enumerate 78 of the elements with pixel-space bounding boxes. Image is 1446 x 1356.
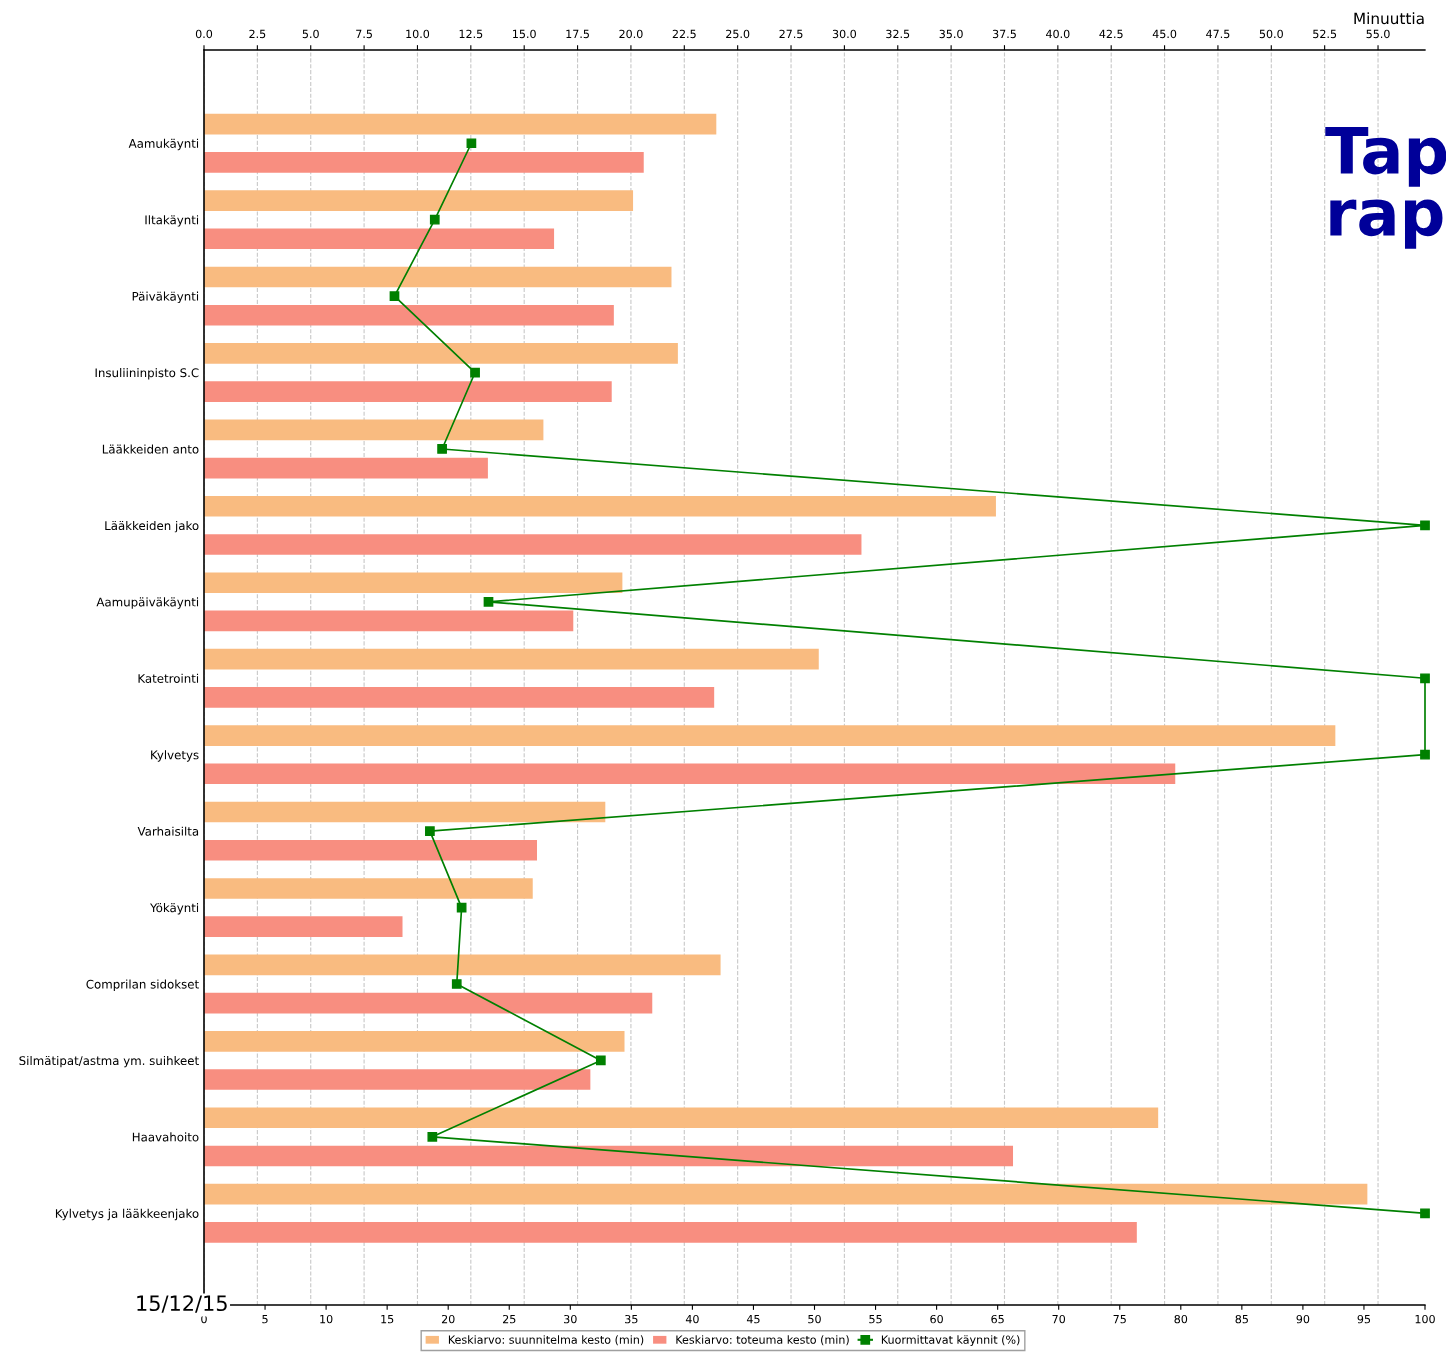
x-tick-label: 85	[1235, 1314, 1248, 1324]
x2-tick-label: 22.5	[672, 29, 696, 39]
x-tick-label: 40	[685, 1314, 699, 1324]
y-tick-label: Comprilan sidokset	[86, 979, 199, 991]
y-tick-label: Kylvetys	[151, 750, 199, 762]
x2-tick-label: 30.0	[832, 29, 857, 39]
point	[429, 214, 440, 225]
x-tick-label: 45	[746, 1315, 760, 1324]
y-tick-label: Kylvetys ja lääkkeenjako	[55, 1208, 199, 1221]
x2-tick-label: 12.5	[459, 29, 483, 39]
y-tick-label: Lääkkeiden jako	[105, 520, 199, 533]
y-tick-label: Insuliininpisto S.C	[95, 368, 199, 380]
x-tick-label: 75	[1113, 1315, 1126, 1324]
annotation: Tap rap	[1325, 126, 1446, 249]
x-tick-label: 65	[991, 1314, 1004, 1324]
point	[483, 596, 494, 607]
legend-label: Keskiarvo: toteuma kesto (min)	[676, 1335, 849, 1346]
x-tick-label: 50	[808, 1314, 821, 1324]
annotation: 15/12/15	[137, 1295, 227, 1313]
x2-tick-label: 10.0	[406, 29, 430, 39]
x-tick-label: 70	[1052, 1314, 1066, 1324]
x2-tick-label: 7.5	[356, 29, 372, 39]
x2-tick-label: 42.5	[1099, 29, 1123, 39]
x2-tick-label: 20.0	[619, 29, 643, 39]
x2-tick-label: 50.0	[1259, 29, 1283, 39]
y-tick-label: Päiväkäynti	[132, 291, 199, 304]
y-tick-label: Lääkkeiden anto	[102, 444, 199, 454]
point	[466, 138, 477, 149]
x2-tick-label: 40.0	[1046, 29, 1070, 39]
point	[1420, 520, 1430, 531]
x-tick-label: 5	[262, 1315, 268, 1324]
point	[595, 1055, 606, 1066]
x-tick-label: 35	[625, 1314, 638, 1324]
point	[1420, 673, 1430, 684]
x-tick-label: 100	[1415, 1314, 1435, 1324]
point	[1420, 1208, 1430, 1219]
x-tick-label: 95	[1357, 1314, 1371, 1324]
point	[1420, 749, 1430, 760]
x2-tick-label: 35.0	[939, 29, 963, 39]
x-tick-label: 80	[1174, 1314, 1188, 1324]
x-tick-label: 15	[381, 1315, 394, 1324]
x2-tick-label: 0.0	[195, 29, 213, 39]
x2-tick-label: 2.5	[249, 29, 266, 39]
x2-tick-label: 25.0	[726, 29, 750, 39]
y-tick-label: Varhaisilta	[137, 826, 199, 836]
x-tick-label: 10	[320, 1314, 333, 1324]
legend-label: Kuormittavat käynnit (%)	[881, 1335, 1020, 1346]
x-tick-label: 60	[930, 1314, 943, 1324]
y-tick-label: Yökäynti	[150, 903, 199, 915]
x-tick-label: 20	[441, 1314, 455, 1324]
y-tick-label: Katetrointi	[138, 673, 199, 683]
point	[389, 291, 400, 301]
point	[425, 826, 435, 836]
x-tick-label: 25	[502, 1314, 516, 1324]
x2-tick-label: 47.5	[1206, 29, 1230, 39]
y-tick-label: Aamupäiväkäynti	[96, 597, 199, 609]
point	[437, 444, 447, 454]
y-tick-label: Aamukäynti	[128, 138, 199, 151]
point	[427, 1131, 438, 1142]
x2-axis-title: Minuuttia	[1354, 12, 1424, 25]
x-tick-label: 90	[1296, 1314, 1310, 1324]
x2-tick-label: 17.5	[566, 29, 589, 39]
x2-tick-label: 52.5	[1313, 29, 1337, 39]
point	[451, 979, 462, 989]
legend-label: Keskiarvo: suunnitelma kesto (min)	[448, 1335, 644, 1346]
x2-tick-label: 37.5	[992, 29, 1016, 39]
y-tick-label: Iltakäynti	[145, 215, 199, 227]
y-tick-label: Silmätipat/astma ym. suihkeet	[19, 1055, 199, 1068]
x2-tick-label: 32.5	[886, 29, 910, 39]
y-tick-label: Haavahoito	[132, 1132, 199, 1142]
x-tick-label: 55	[869, 1315, 882, 1324]
x-tick-label: 30	[564, 1314, 577, 1324]
x2-tick-label: 27.5	[779, 29, 803, 39]
point	[470, 367, 480, 378]
x2-tick-label: 5.0	[302, 29, 319, 39]
x2-tick-label: 55.0	[1366, 29, 1390, 39]
x2-tick-label: 15.0	[513, 29, 536, 39]
x2-tick-label: 45.0	[1152, 29, 1177, 39]
